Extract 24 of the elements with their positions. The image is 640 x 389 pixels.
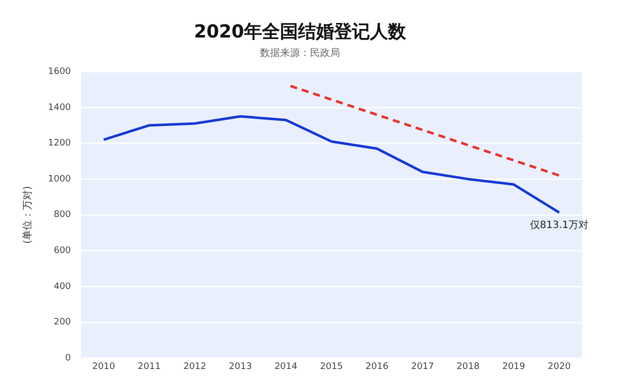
x-tick-label: 2014 [274, 362, 298, 372]
x-tick-label: 2015 [320, 362, 343, 372]
y-tick-label: 0 [65, 354, 72, 364]
y-tick-label: 400 [54, 282, 72, 292]
x-tick-label: 2018 [456, 362, 480, 372]
y-tick-label: 600 [54, 246, 72, 256]
y-tick-label: 1000 [48, 174, 72, 184]
x-tick-label: 2016 [366, 362, 389, 372]
x-tick-label: 2012 [183, 362, 206, 372]
x-tick-label: 2013 [228, 362, 252, 372]
annotation: 仅813.1万对 [530, 219, 589, 232]
y-tick-label: 1600 [48, 66, 72, 77]
y-tick-label: 1200 [48, 138, 72, 149]
x-tick-label: 2011 [138, 362, 161, 372]
y-tick-label: 800 [54, 210, 72, 220]
x-tick-label: 2017 [411, 362, 434, 372]
chart-title: 2020年全国结婚登记人数 [194, 21, 408, 42]
chart-subtitle: 数据来源：民政局 [260, 47, 340, 60]
x-tick-label: 2010 [92, 362, 116, 372]
y-tick-label: 1400 [48, 102, 72, 113]
y-axis-title: (单位：万对) [22, 186, 34, 244]
y-tick-label: 200 [54, 318, 72, 328]
x-tick-label: 2019 [502, 362, 526, 372]
x-tick-label: 2020 [548, 362, 571, 372]
